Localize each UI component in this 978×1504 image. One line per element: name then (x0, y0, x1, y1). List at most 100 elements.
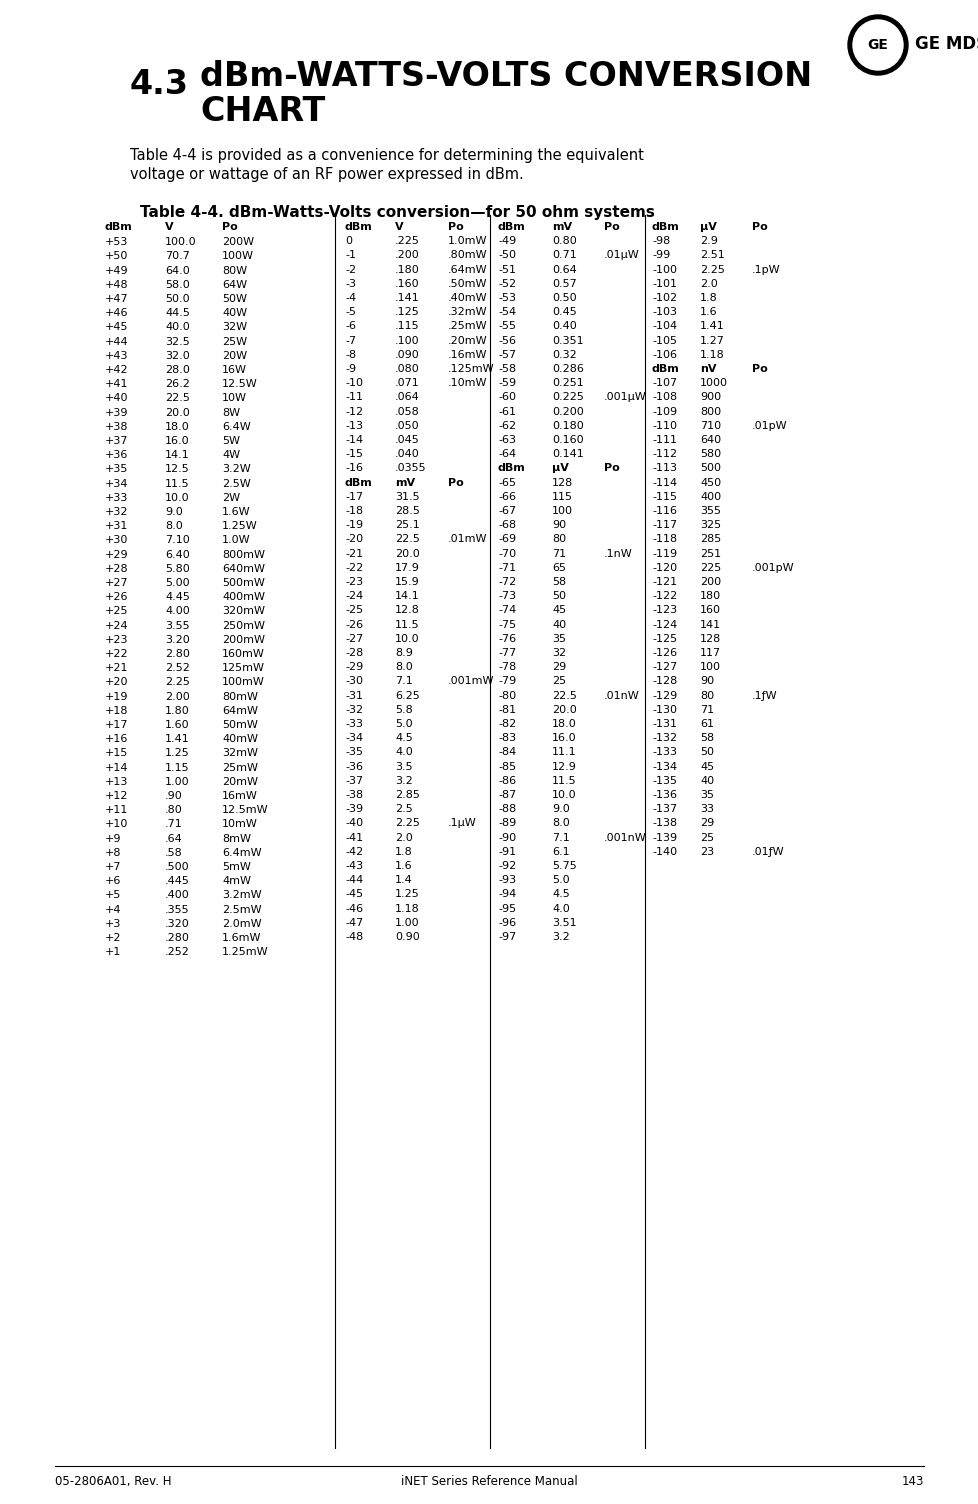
Text: Table 4-4 is provided as a convenience for determining the equivalent: Table 4-4 is provided as a convenience f… (130, 147, 644, 162)
Text: .280: .280 (165, 932, 190, 943)
Text: 100: 100 (699, 662, 720, 672)
Text: GE: GE (867, 38, 887, 53)
Text: 20.0: 20.0 (165, 408, 190, 418)
Text: +34: +34 (105, 478, 128, 489)
Text: 2.25: 2.25 (165, 677, 190, 687)
Text: 4.0: 4.0 (394, 747, 413, 758)
Text: 50.0: 50.0 (165, 293, 190, 304)
Text: 12.5W: 12.5W (222, 379, 257, 390)
Text: 3.20: 3.20 (165, 635, 190, 645)
Text: μV: μV (552, 463, 568, 474)
Text: -20: -20 (344, 534, 363, 544)
Text: 64W: 64W (222, 280, 246, 290)
Text: 33: 33 (699, 805, 713, 814)
Text: 15.9: 15.9 (394, 578, 420, 587)
Text: 225: 225 (699, 562, 721, 573)
Text: 32.0: 32.0 (165, 350, 190, 361)
Text: Po: Po (603, 463, 619, 474)
Text: -45: -45 (344, 889, 363, 899)
Text: 128: 128 (552, 478, 573, 487)
Text: -14: -14 (344, 435, 363, 445)
Text: -129: -129 (651, 690, 677, 701)
Text: 500: 500 (699, 463, 720, 474)
Text: 1.8: 1.8 (699, 293, 717, 302)
Text: 16.0: 16.0 (552, 734, 576, 743)
Text: 6.1: 6.1 (552, 847, 569, 857)
Text: 3.51: 3.51 (552, 917, 576, 928)
Text: 11.5: 11.5 (165, 478, 190, 489)
Text: 1.60: 1.60 (165, 720, 190, 729)
Text: 2.52: 2.52 (165, 663, 190, 674)
Text: 325: 325 (699, 520, 721, 531)
Text: 0: 0 (344, 236, 352, 247)
Text: .320: .320 (165, 919, 190, 929)
Text: 0.32: 0.32 (552, 350, 576, 359)
Text: -40: -40 (344, 818, 363, 829)
Text: .0355: .0355 (394, 463, 426, 474)
Text: -90: -90 (498, 833, 515, 842)
Text: 32: 32 (552, 648, 565, 659)
Text: -44: -44 (344, 875, 363, 886)
Text: -25: -25 (344, 606, 363, 615)
Text: -113: -113 (651, 463, 677, 474)
Text: -5: -5 (344, 307, 356, 317)
Text: 0.225: 0.225 (552, 393, 583, 403)
Text: 8.0: 8.0 (552, 818, 569, 829)
Text: .045: .045 (394, 435, 420, 445)
Text: 20.0: 20.0 (394, 549, 420, 558)
Text: +1: +1 (105, 948, 121, 957)
Text: 1.18: 1.18 (394, 904, 420, 913)
Text: -83: -83 (498, 734, 515, 743)
Text: -96: -96 (498, 917, 515, 928)
Text: 32W: 32W (222, 322, 246, 332)
Text: +2: +2 (105, 932, 121, 943)
Text: 450: 450 (699, 478, 721, 487)
Text: -63: -63 (498, 435, 515, 445)
Text: -111: -111 (651, 435, 677, 445)
Text: mV: mV (552, 223, 571, 232)
Text: 2.85: 2.85 (394, 790, 420, 800)
Text: 2.5mW: 2.5mW (222, 904, 261, 914)
Text: -28: -28 (344, 648, 363, 659)
Text: +38: +38 (105, 421, 128, 432)
Text: -86: -86 (498, 776, 515, 785)
Text: .64mW: .64mW (448, 265, 487, 275)
Text: mV: mV (394, 478, 415, 487)
Text: 11.5: 11.5 (394, 620, 420, 630)
Text: -64: -64 (498, 450, 515, 459)
Text: 25W: 25W (222, 337, 246, 346)
Text: 6.40: 6.40 (165, 549, 190, 559)
Text: CHART: CHART (200, 95, 325, 128)
Text: 4.45: 4.45 (165, 593, 190, 602)
Text: -115: -115 (651, 492, 677, 502)
Text: Po: Po (448, 478, 464, 487)
Text: 1.25: 1.25 (394, 889, 420, 899)
Text: -100: -100 (651, 265, 677, 275)
Text: -109: -109 (651, 406, 677, 417)
Text: 25.1: 25.1 (394, 520, 420, 531)
Text: .1nW: .1nW (603, 549, 632, 558)
Text: -84: -84 (498, 747, 515, 758)
Text: Table 4-4. dBm-Watts-Volts conversion—for 50 ohm systems: Table 4-4. dBm-Watts-Volts conversion—fo… (140, 205, 654, 220)
Text: 4.3: 4.3 (130, 68, 189, 101)
Text: -125: -125 (651, 633, 677, 644)
Text: -47: -47 (344, 917, 363, 928)
Text: 7.1: 7.1 (552, 833, 569, 842)
Text: 1.27: 1.27 (699, 335, 724, 346)
Text: V: V (394, 223, 403, 232)
Text: -10: -10 (344, 378, 363, 388)
Text: 1.6: 1.6 (394, 860, 412, 871)
Text: 250mW: 250mW (222, 621, 265, 630)
Text: 40mW: 40mW (222, 734, 258, 744)
Text: -104: -104 (651, 322, 677, 331)
Text: +29: +29 (105, 549, 128, 559)
Text: -92: -92 (498, 860, 515, 871)
Text: +23: +23 (105, 635, 128, 645)
Text: 9.0: 9.0 (165, 507, 183, 517)
Text: 2.9: 2.9 (699, 236, 717, 247)
Text: .32mW: .32mW (448, 307, 487, 317)
Text: +41: +41 (105, 379, 128, 390)
Text: 0.141: 0.141 (552, 450, 583, 459)
Text: 22.5: 22.5 (552, 690, 576, 701)
Text: -50: -50 (498, 250, 515, 260)
